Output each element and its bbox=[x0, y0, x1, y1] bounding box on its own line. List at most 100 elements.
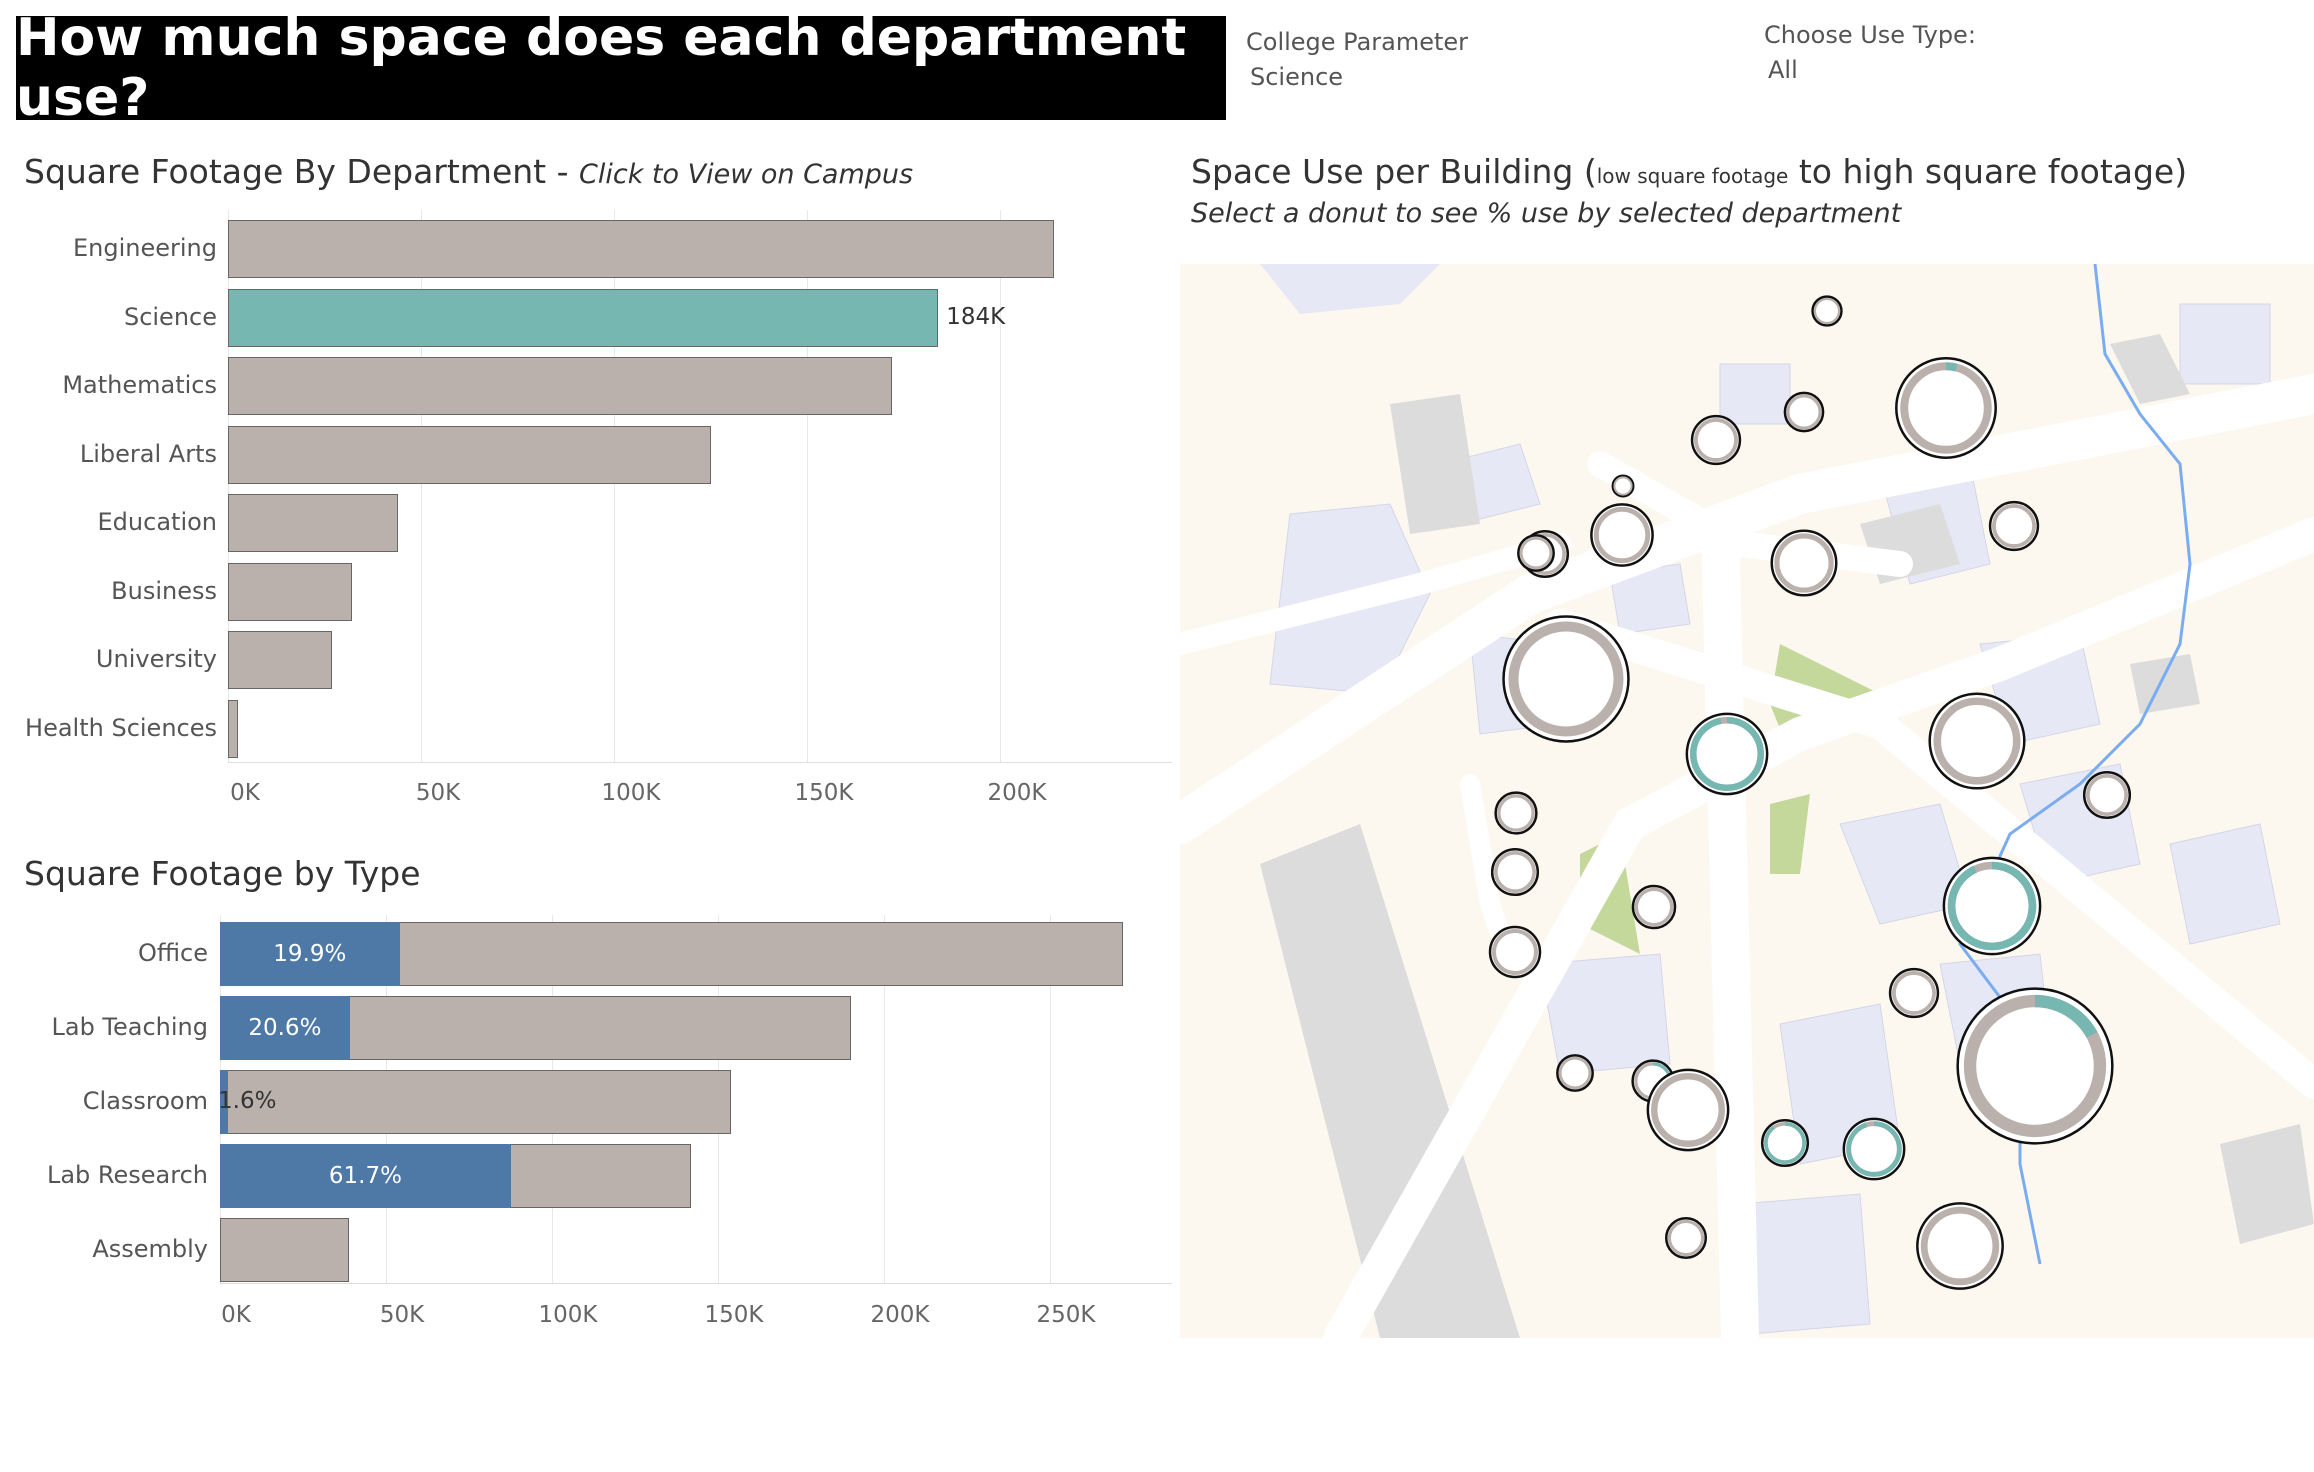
donut-outline bbox=[1916, 1202, 2004, 1290]
building-donut[interactable] bbox=[1664, 1216, 1708, 1260]
dept-bar[interactable] bbox=[228, 631, 333, 689]
type-axis-tick: 50K bbox=[379, 1302, 425, 1328]
donut-outline bbox=[1842, 1117, 1906, 1181]
donut-outline bbox=[1664, 1216, 1708, 1260]
type-bar[interactable] bbox=[220, 1070, 732, 1134]
use-type-select[interactable]: All bbox=[1768, 56, 1798, 84]
donut-share-segment bbox=[1764, 1122, 1806, 1164]
type-chart-title: Square Footage by Type bbox=[24, 854, 421, 893]
type-label: Office bbox=[137, 939, 208, 967]
dept-label: Education bbox=[97, 508, 217, 536]
building-donut[interactable] bbox=[1928, 692, 2026, 790]
building-donut[interactable] bbox=[1916, 1202, 2004, 1290]
dept-label: Science bbox=[123, 302, 217, 331]
building-donut[interactable] bbox=[1942, 856, 2042, 956]
dept-bar[interactable] bbox=[228, 425, 711, 484]
college-parameter-select[interactable]: Science bbox=[1250, 63, 1344, 91]
map-title-end: high square footage) bbox=[1842, 152, 2188, 191]
donut-ring bbox=[1651, 1073, 1725, 1147]
dept-bar-chart: 0K 50K 100K 150K 200K Engineering Science 184K M… bbox=[0, 0, 1180, 830]
type-share-segment[interactable]: 20.6% bbox=[220, 996, 350, 1060]
donut-ring bbox=[1786, 394, 1822, 430]
donut-outline bbox=[1888, 967, 1940, 1019]
building-donut[interactable] bbox=[1556, 1054, 1594, 1092]
donut-ring bbox=[1991, 503, 2037, 549]
dept-gridline bbox=[421, 210, 422, 762]
building-donut[interactable] bbox=[1490, 847, 1540, 897]
building-donut[interactable] bbox=[1770, 529, 1838, 597]
type-axis-tick: 250K bbox=[1036, 1302, 1096, 1328]
donut-ring bbox=[1774, 533, 1834, 593]
building-donut[interactable] bbox=[1590, 503, 1654, 567]
building-donut[interactable] bbox=[1685, 712, 1769, 796]
type-share-segment[interactable] bbox=[220, 1070, 229, 1134]
donut-ring bbox=[1497, 794, 1535, 832]
donut-outline bbox=[1783, 391, 1825, 433]
dashboard-title: How much space does each department use? bbox=[16, 8, 1187, 128]
dept-gridline bbox=[614, 210, 615, 762]
type-gridline bbox=[1050, 915, 1051, 1283]
dept-bar[interactable] bbox=[228, 494, 398, 552]
campus-map[interactable] bbox=[1180, 264, 2314, 1338]
building-donut[interactable] bbox=[1842, 1117, 1906, 1181]
building-donut[interactable] bbox=[1888, 967, 1940, 1019]
type-share-segment[interactable]: 61.7% bbox=[220, 1144, 511, 1208]
dept-label: Engineering bbox=[73, 234, 217, 262]
dept-bar[interactable] bbox=[228, 220, 1055, 278]
building-donut[interactable] bbox=[1611, 474, 1635, 498]
donut-share-segment bbox=[1846, 1121, 1902, 1177]
dept-bar[interactable] bbox=[228, 699, 238, 758]
map-title: Space Use per Building (low square foota… bbox=[1191, 152, 2187, 191]
donut-outline bbox=[1928, 692, 2026, 790]
building-donut[interactable] bbox=[1488, 925, 1542, 979]
donut-outline bbox=[1956, 987, 2114, 1145]
donut-outline bbox=[1488, 925, 1542, 979]
dept-axis-line bbox=[228, 762, 1172, 763]
dept-axis-tick: 100K bbox=[601, 780, 661, 806]
building-donut[interactable] bbox=[2082, 770, 2132, 820]
building-donut[interactable] bbox=[1502, 615, 1630, 743]
donut-outline bbox=[1494, 791, 1538, 835]
dept-bar[interactable] bbox=[228, 562, 352, 621]
dept-bar[interactable] bbox=[228, 357, 892, 415]
type-bar[interactable] bbox=[220, 1218, 350, 1282]
type-axis-tick: 200K bbox=[870, 1302, 930, 1328]
donut-ring bbox=[1634, 887, 1674, 927]
type-label: Lab Research bbox=[46, 1161, 208, 1189]
donut-outline bbox=[1988, 500, 2040, 552]
donut-outline bbox=[1895, 357, 1997, 459]
map-subtitle: Select a donut to see % use by selected … bbox=[1191, 198, 1902, 229]
dept-label: University bbox=[95, 645, 217, 673]
donut-ring bbox=[1613, 476, 1633, 496]
building-donut[interactable] bbox=[1631, 884, 1677, 930]
dept-axis-tick: 0K bbox=[230, 780, 260, 806]
donut-ring bbox=[2086, 774, 2128, 816]
donut-share-segment bbox=[1947, 861, 2037, 951]
map-title-start: Space Use per Building ( bbox=[1191, 152, 1597, 191]
use-type-label: Choose Use Type: bbox=[1764, 21, 1976, 49]
type-gridline bbox=[884, 915, 885, 1283]
donut-outline bbox=[1770, 529, 1838, 597]
building-donut[interactable] bbox=[1988, 500, 2040, 552]
donut-outline bbox=[1556, 1054, 1594, 1092]
building-donut[interactable] bbox=[1517, 534, 1555, 572]
donut-ring bbox=[1891, 970, 1937, 1016]
donut-outline bbox=[1517, 534, 1555, 572]
building-donut[interactable] bbox=[1783, 391, 1825, 433]
building-donut[interactable] bbox=[1646, 1068, 1730, 1152]
dept-bar[interactable] bbox=[228, 288, 939, 347]
building-donut[interactable] bbox=[1956, 987, 2114, 1145]
donut-ring bbox=[1494, 851, 1536, 893]
college-parameter-label: College Parameter bbox=[1246, 28, 1469, 56]
map-title-small: low square footage bbox=[1596, 164, 1789, 188]
building-donut[interactable] bbox=[1895, 357, 1997, 459]
type-axis-tick: 100K bbox=[538, 1302, 598, 1328]
dept-axis-tick: 150K bbox=[794, 780, 854, 806]
type-share-segment[interactable]: 19.9% bbox=[220, 922, 400, 986]
donut-outline bbox=[1611, 474, 1635, 498]
building-donut-layer[interactable] bbox=[1180, 264, 2314, 1338]
building-donut[interactable] bbox=[1690, 414, 1742, 466]
building-donut[interactable] bbox=[1760, 1118, 1810, 1168]
building-donut[interactable] bbox=[1811, 295, 1843, 327]
building-donut[interactable] bbox=[1494, 791, 1538, 835]
